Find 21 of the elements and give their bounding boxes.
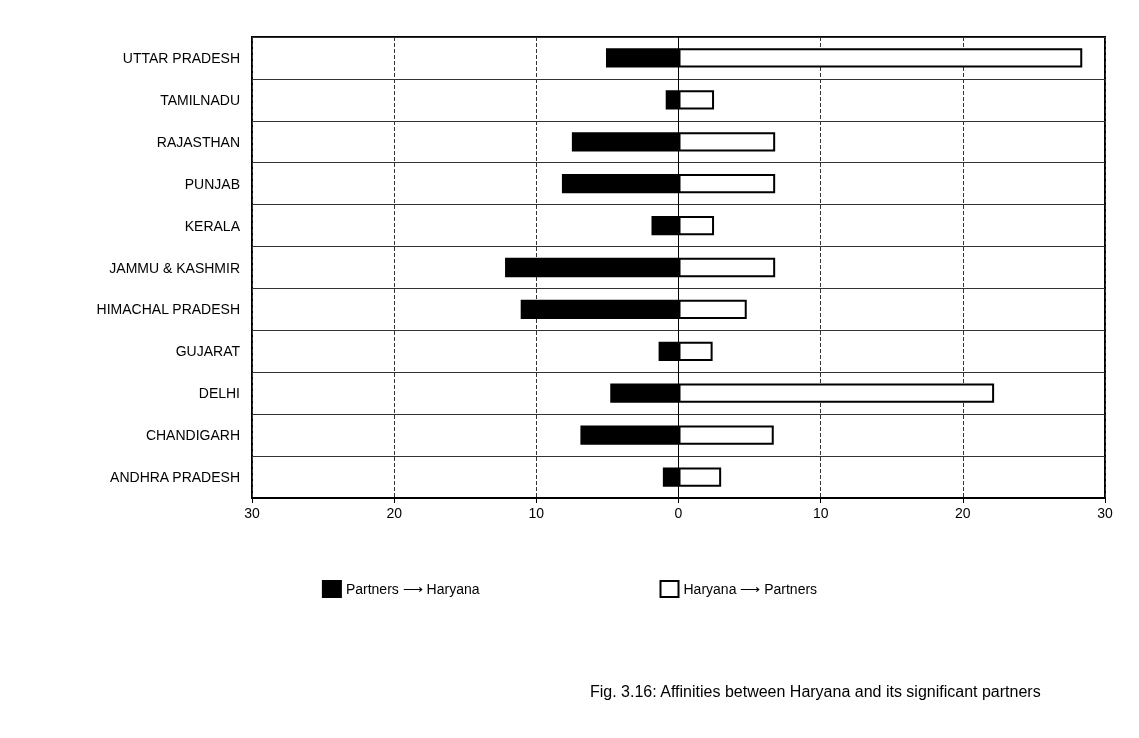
y-tick-label: CHANDIGARH <box>145 427 240 444</box>
y-tick-label: GUJARAT <box>175 343 241 360</box>
y-tick-label: DELHI <box>198 385 240 402</box>
x-tick-label: 30 <box>244 505 260 521</box>
y-tick-label: HIMACHAL PRADESH <box>96 301 240 318</box>
y-tick-label: PUNJAB <box>184 175 240 192</box>
y-tick-label: ANDHRA PRADESH <box>110 469 240 486</box>
x-tick-label: 20 <box>386 505 403 521</box>
y-tick-label: KERALA <box>184 217 241 234</box>
legend-label: Partners ⟶ Haryana <box>345 581 480 597</box>
text: Fig. 3.16: Affinities between Haryana and its significant partners <box>590 682 1041 700</box>
x-tick-label: 10 <box>812 505 829 521</box>
y-tick-label: TAMILNADU <box>160 91 240 108</box>
x-tick-label: 30 <box>1097 505 1113 521</box>
legend-label: Haryana ⟶ Partners <box>683 581 818 597</box>
y-tick-label: JAMMU & KASHMIR <box>109 259 240 276</box>
y-tick-label: UTTAR PRADESH <box>122 49 240 66</box>
x-tick-label: 0 <box>674 505 683 521</box>
x-tick-label: 20 <box>955 505 971 521</box>
x-tick-label: 10 <box>528 505 545 521</box>
y-tick-label: RAJASTHAN <box>156 133 240 150</box>
